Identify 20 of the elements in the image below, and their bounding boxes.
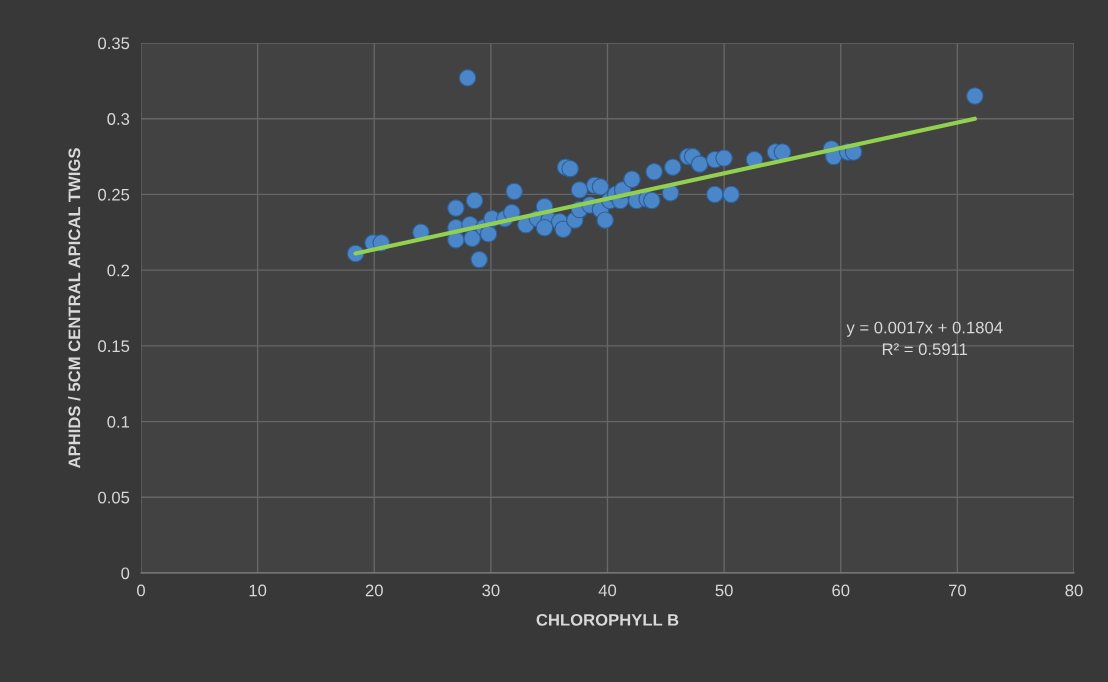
y-tick-label: 0.2: [107, 264, 130, 277]
y-tick-label: 0.05: [98, 491, 130, 504]
y-tick-label: 0.1: [107, 415, 130, 428]
x-axis-title: CHLOROPHYLL B: [536, 613, 679, 626]
x-tick-label: 0: [137, 584, 145, 597]
y-tick-label: 0.3: [107, 113, 130, 125]
y-tick-label: 0.25: [98, 188, 130, 201]
x-tick-label: 60: [832, 584, 850, 597]
x-tick-label: 30: [482, 584, 500, 597]
x-tick-label: 50: [715, 584, 733, 597]
x-tick-label: 40: [598, 584, 617, 597]
x-tick-label: 20: [365, 584, 383, 597]
x-tick-label: 80: [1065, 584, 1083, 597]
y-tick-label: 0: [121, 567, 130, 580]
y-tick-label: 0.15: [98, 340, 130, 353]
y-tick-label: 0.35: [98, 37, 130, 50]
x-tick-label: 70: [948, 584, 966, 597]
annotation: y = 0.0017x + 0.1804 R² = 0.5911: [846, 321, 1003, 356]
y-axis-title: APHIDS / 5CM CENTRAL APICAL TWIGS: [68, 148, 81, 469]
x-tick-label: 10: [249, 584, 267, 597]
